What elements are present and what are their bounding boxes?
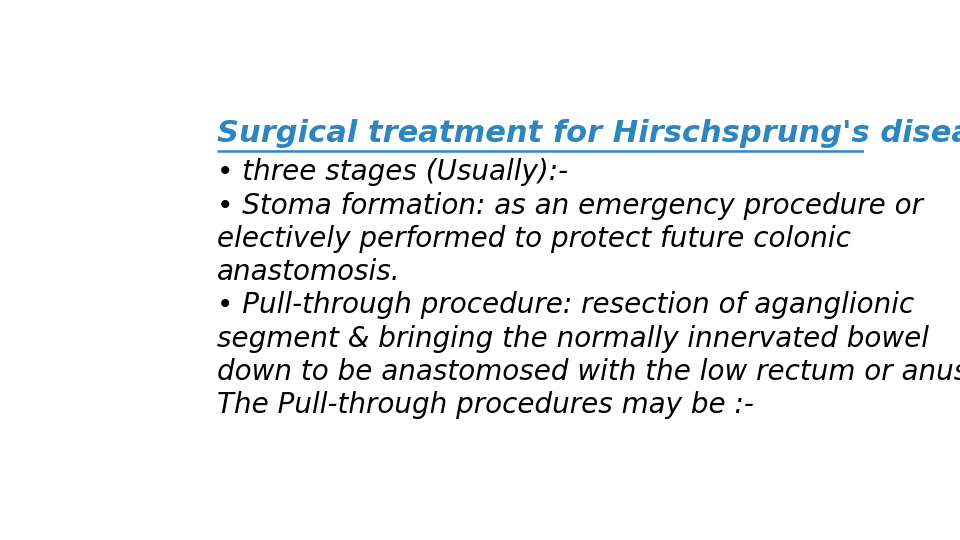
Text: • Stoma formation: as an emergency procedure or: • Stoma formation: as an emergency proce… bbox=[217, 192, 923, 220]
Text: segment & bringing the normally innervated bowel: segment & bringing the normally innervat… bbox=[217, 325, 928, 353]
Text: • three stages (Usually):-: • three stages (Usually):- bbox=[217, 158, 568, 186]
Text: anastomosis.: anastomosis. bbox=[217, 258, 400, 286]
Text: • Pull-through procedure: resection of aganglionic: • Pull-through procedure: resection of a… bbox=[217, 292, 914, 320]
Text: down to be anastomosed with the low rectum or anus.: down to be anastomosed with the low rect… bbox=[217, 358, 960, 386]
Text: Surgical treatment for Hirschsprung's disease:-: Surgical treatment for Hirschsprung's di… bbox=[217, 119, 960, 148]
Text: The Pull-through procedures may be :-: The Pull-through procedures may be :- bbox=[217, 391, 754, 419]
Text: electively performed to protect future colonic: electively performed to protect future c… bbox=[217, 225, 851, 253]
